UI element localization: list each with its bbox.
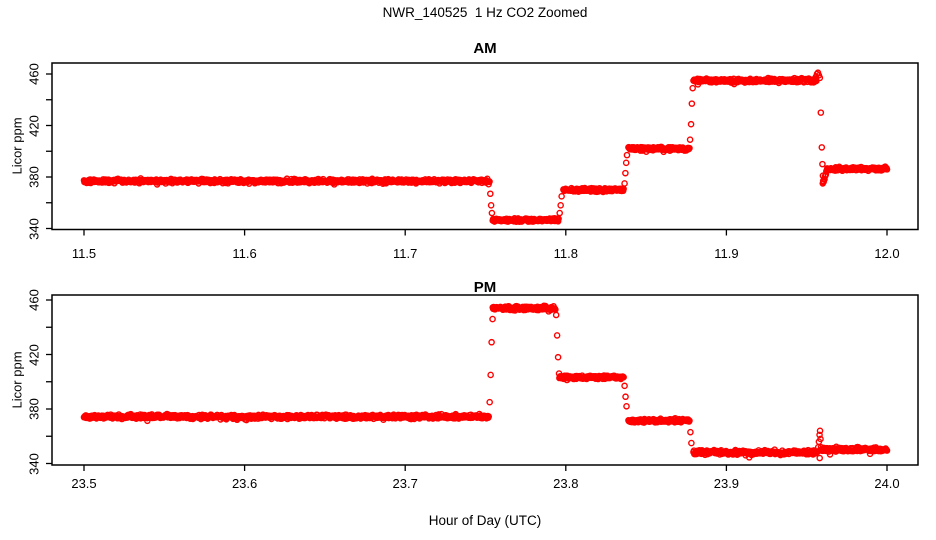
- am-panel-title: AM: [473, 40, 497, 57]
- pm-panel-title: PM: [473, 279, 497, 296]
- pm-y-tick-label: 380: [26, 398, 42, 420]
- pm-y-tick-label: 460: [26, 289, 42, 311]
- pm-y-tick-label: 340: [26, 452, 42, 475]
- pm-x-tick-label: 24.0: [874, 476, 900, 491]
- am-y-tick-label: 380: [26, 166, 42, 188]
- figure-title: NWR_140525 1 Hz CO2 Zoomed: [382, 5, 588, 20]
- pm-x-tick-label: 23.7: [392, 476, 418, 491]
- am-x-tick-label: 11.8: [553, 246, 578, 261]
- pm-x-tick-label: 23.9: [713, 476, 740, 491]
- am-x-tick-label: 11.6: [232, 246, 257, 261]
- pm-y-axis-label: Licor ppm: [9, 351, 25, 409]
- am-x-tick-label: 11.9: [714, 246, 739, 261]
- am-y-tick-label: 340: [26, 217, 42, 240]
- am-y-tick-label: 460: [26, 63, 42, 85]
- am-x-tick-label: 11.5: [71, 246, 97, 261]
- x-axis-label: Hour of Day (UTC): [428, 513, 542, 528]
- am-x-tick-label: 11.7: [393, 246, 418, 261]
- pm-y-tick-label: 420: [26, 343, 42, 366]
- pm-x-tick-label: 23.6: [231, 476, 258, 491]
- am-x-tick-label: 12.0: [874, 246, 900, 261]
- am-y-axis-label: Licor ppm: [9, 117, 25, 175]
- am-y-tick-label: 420: [26, 114, 42, 137]
- pm-x-tick-label: 23.5: [71, 476, 97, 491]
- pm-x-tick-label: 23.8: [553, 476, 579, 491]
